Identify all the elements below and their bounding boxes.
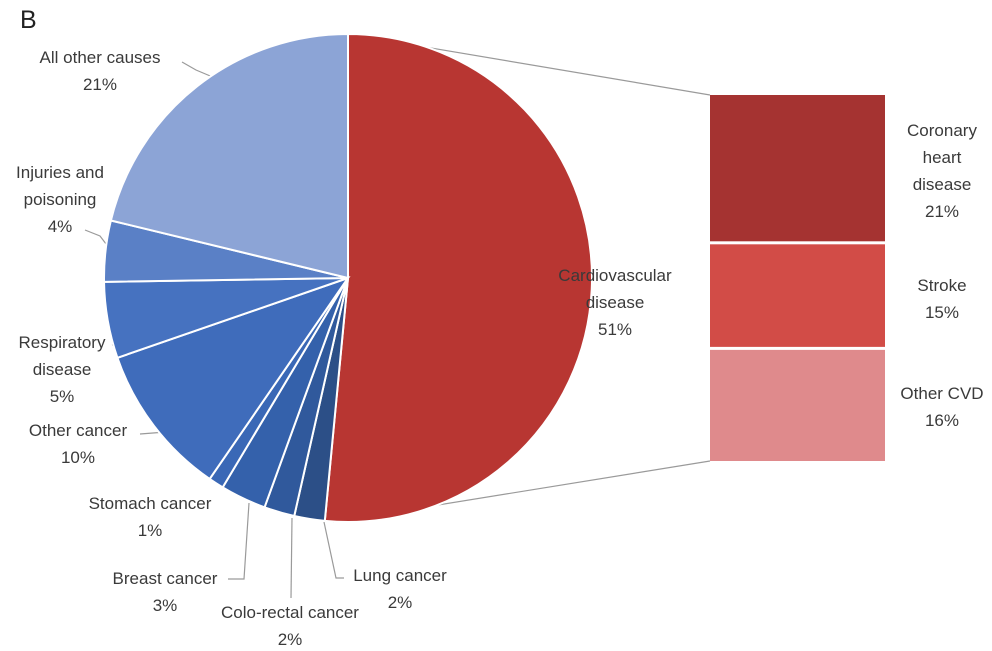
leader-line xyxy=(290,517,293,599)
bar-segment xyxy=(710,244,885,347)
value-label: 1% xyxy=(137,521,163,540)
value-label: 21% xyxy=(924,202,960,221)
value-label: 5% xyxy=(49,387,75,406)
category-label: Cardiovascular disease xyxy=(558,266,672,312)
category-label: Colo-rectal cancer xyxy=(221,603,359,622)
value-label: 3% xyxy=(152,596,178,615)
value-label: 4% xyxy=(47,217,73,236)
data-label: Coronary heart disease 21% xyxy=(892,117,992,225)
data-label: Other CVD 16% xyxy=(900,380,983,434)
data-label: Colo-rectal cancer 2% xyxy=(221,599,359,651)
category-label: Stomach cancer xyxy=(88,494,212,513)
data-label: Respiratory disease 5% xyxy=(7,329,117,410)
data-label: Lung cancer 2% xyxy=(353,562,447,616)
value-label: 21% xyxy=(82,75,118,94)
category-label: Other cancer xyxy=(28,421,128,440)
value-label: 10% xyxy=(60,448,96,467)
value-label: 51% xyxy=(597,320,633,339)
pie-slice xyxy=(323,32,593,523)
category-label: Breast cancer xyxy=(112,569,218,588)
data-label: Breast cancer 3% xyxy=(113,565,218,619)
category-label: Coronary heart disease xyxy=(907,121,977,194)
pie-slice xyxy=(116,276,351,481)
bar-segment xyxy=(710,349,885,461)
category-label: Other CVD xyxy=(900,384,984,403)
data-label: All other causes 21% xyxy=(40,44,161,98)
category-label: Lung cancer xyxy=(353,566,447,585)
leader-line xyxy=(228,502,250,580)
panel-label: B xyxy=(20,6,37,34)
category-label: All other causes xyxy=(39,48,161,67)
value-label: 16% xyxy=(924,411,960,430)
data-label: Other cancer 10% xyxy=(29,417,127,471)
value-label: 2% xyxy=(277,630,303,649)
category-label: Injuries and poisoning xyxy=(16,163,104,209)
bar-segment xyxy=(710,95,885,242)
value-label: 2% xyxy=(387,593,413,612)
category-label: Stroke xyxy=(917,276,967,295)
data-label: Injuries and poisoning 4% xyxy=(5,159,115,240)
category-label: Respiratory disease xyxy=(18,333,106,379)
leader-line xyxy=(181,61,216,79)
leader-line xyxy=(323,521,344,579)
data-label: Stroke 15% xyxy=(917,272,966,326)
pie-slice xyxy=(109,32,349,280)
data-label: Cardiovascular disease 51% xyxy=(550,262,680,343)
value-label: 15% xyxy=(924,303,960,322)
data-label: Stomach cancer 1% xyxy=(89,490,212,544)
